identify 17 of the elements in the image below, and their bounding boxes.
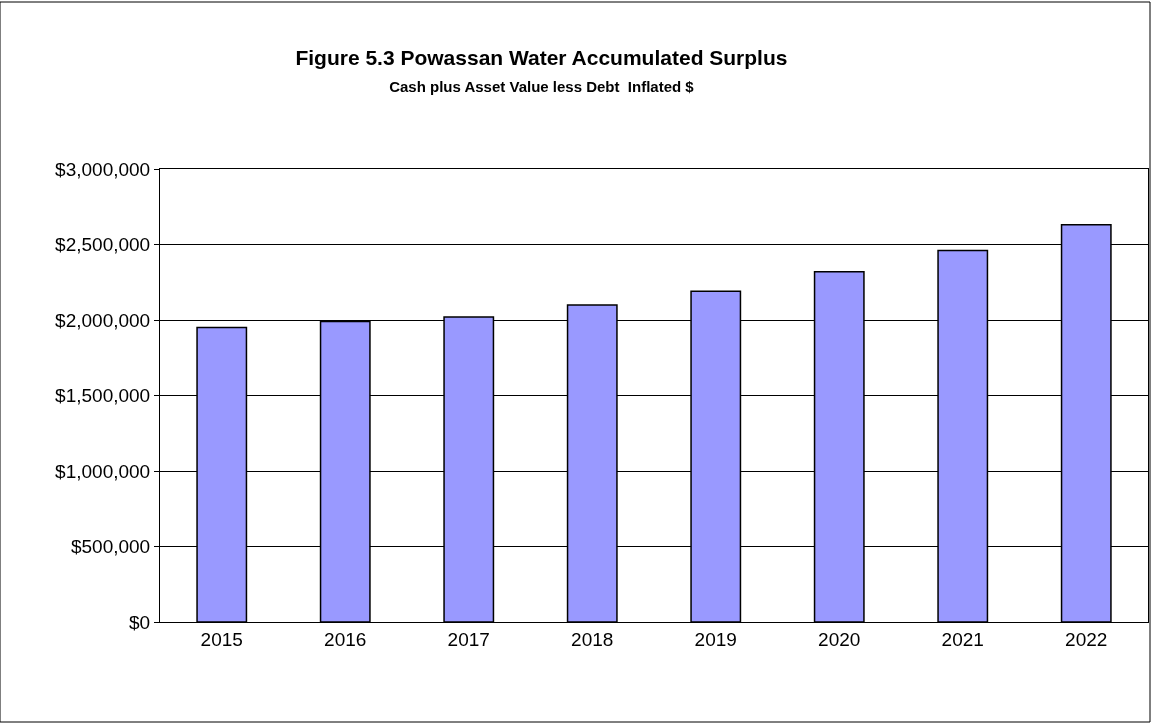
x-tick-label: 2017 — [447, 628, 490, 650]
x-tick-label: 2020 — [818, 628, 861, 650]
y-tick-label: $0 — [129, 611, 151, 633]
chart-title: Figure 5.3 Powassan Water Accumulated Surplus — [295, 46, 788, 70]
x-tick-label: 2019 — [694, 628, 737, 650]
x-tick-label: 2018 — [571, 628, 614, 650]
x-tick-label: 2022 — [1065, 628, 1108, 650]
y-tick-label: $500,000 — [70, 536, 151, 558]
y-tick-label: $2,000,000 — [55, 309, 151, 331]
y-tick-label: $1,000,000 — [55, 460, 151, 482]
y-tick-label: $2,500,000 — [55, 234, 151, 256]
x-tick-label: 2021 — [941, 628, 984, 650]
chart-subtitle: Cash plus Asset Value less Debt Inflated $ — [389, 78, 695, 96]
y-tick-label: $3,000,000 — [55, 158, 151, 180]
x-tick-label: 2016 — [324, 628, 367, 650]
y-tick-label: $1,500,000 — [55, 385, 151, 407]
x-tick-label: 2015 — [200, 628, 243, 650]
